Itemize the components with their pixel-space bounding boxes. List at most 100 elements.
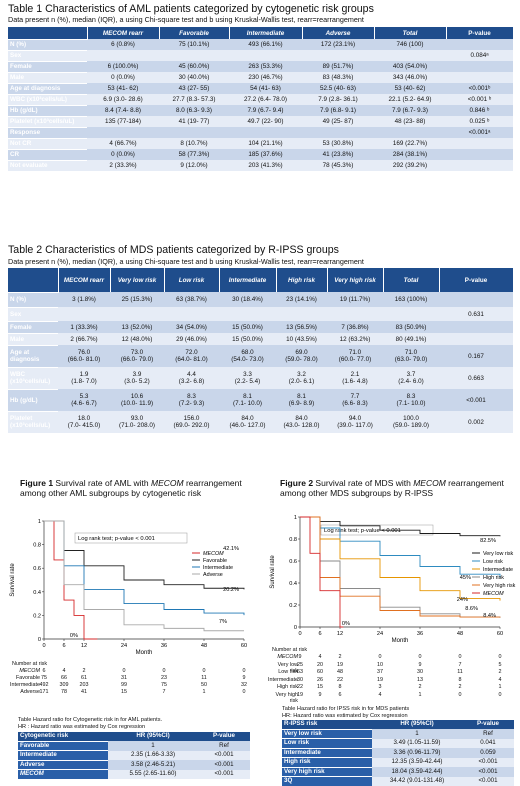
figure1-title: Figure 1 Survival rate of AML with MECOM…: [20, 478, 242, 498]
figure2-title: Figure 2 Survival rate of MDS with MECOM…: [280, 478, 504, 498]
risk-value: 41: [81, 689, 87, 695]
table1-cell: 54 (41- 63): [229, 83, 302, 94]
table2-cell: 0.631: [439, 307, 513, 321]
table1-cell: 48 (23- 88): [374, 116, 446, 127]
hr1-caption: Table Hazard ratio for Cytogenetic risk …: [18, 717, 163, 730]
table1-cell: 0.084ᵃ: [446, 50, 513, 61]
table2-cell: [276, 307, 327, 321]
table1-row-label: CR: [8, 148, 87, 160]
x-tick-label: 48: [457, 631, 463, 637]
table2-cell: [439, 321, 513, 333]
risk-value: 48: [337, 669, 343, 675]
table1-cell: 203 (41.3%): [229, 160, 302, 171]
risk-row-label: Adverse: [20, 689, 40, 695]
risk-value: 309: [59, 682, 69, 688]
hr2-p-cell: 0.059: [462, 748, 514, 758]
table1-cell: [446, 39, 513, 50]
table2-cell: 156.0 (69.0- 292.0): [164, 411, 219, 433]
x-tick-label: 12: [337, 631, 343, 637]
risk-value: 8: [458, 676, 462, 683]
table1-cell: 43 (27- 55): [159, 83, 229, 94]
y-axis-label: Survival rate: [10, 563, 16, 597]
x-axis-label: Month: [136, 650, 153, 656]
hr2-row: Very high risk 18.04 (3.59-42.44) <0.001: [282, 766, 514, 777]
hr1-row: Adverse 3.58 (2.46-5.21) <0.001: [18, 759, 250, 770]
legend-entry: Intermediate: [483, 567, 513, 573]
risk-value: 7: [458, 661, 462, 668]
risk-value: 15: [121, 689, 127, 695]
table1-cell: 172 (23.1%): [302, 39, 374, 50]
hr2-hr-cell: 18.04 (3.59-42.44): [372, 767, 462, 777]
risk-value: 4: [378, 691, 382, 698]
table1-row: CR 0 (0.0%) 58 (77.3%) 185 (37.6%) 41 (23.8%…: [8, 148, 513, 160]
table2-row: Female 1 (33.3%) 13 (52.0%) 34 (54.0%) 15 (5…: [8, 320, 513, 333]
table1-row-label: Not CR: [8, 137, 87, 149]
x-tick-label: 0: [298, 631, 301, 637]
hr1-row: Intermediate 2.35 (1.66-3.33) <0.001: [18, 750, 250, 760]
table2-cell: 2.1 (1.6- 4.8): [327, 367, 383, 389]
table1-col-header: Favorable: [159, 27, 230, 39]
x-tick-label: 6: [318, 631, 321, 637]
hr2-row-label: High risk: [282, 757, 372, 767]
table1-cell: 4 (66.7%): [87, 138, 159, 149]
table2-cell: 1 (33.3%): [58, 321, 110, 333]
risk-value: 61: [81, 675, 87, 681]
y-tick-label: 0.4: [33, 590, 41, 596]
table2-cell: 71.0 (60.0- 77.0): [327, 345, 383, 367]
table2-cell: 10.6 (10.0- 11.9): [110, 389, 164, 411]
legend-entry: Adverse: [203, 572, 223, 578]
risk-value: 1: [202, 689, 206, 695]
table1-cell: 403 (54.0%): [374, 61, 446, 72]
risk-value: 99: [121, 682, 127, 688]
table2-cell: [327, 307, 383, 321]
table2-col-header: Intermediate: [219, 268, 277, 292]
table1-row: WBC (x10³cells/uL) 6.9 (3.0- 28.6) 27.7 (8…: [8, 93, 513, 105]
logrank-text: Log rank test; p-value < 0.001: [78, 536, 155, 542]
table1-col-header: P-value: [446, 27, 514, 39]
legend-entry: Intermediate: [203, 565, 233, 571]
x-tick-label: 12: [81, 643, 87, 649]
hr2-row: Low risk 3.49 (1.05-11.59) 0.041: [282, 738, 514, 748]
risk-value: 60: [317, 669, 323, 675]
table1-row-label: Platelet (x10³cells/uL): [8, 115, 87, 127]
risk-value: 25: [297, 661, 303, 668]
table1-cell: 7.9 (6.7- 9.4): [229, 105, 302, 116]
table2-col-header: Total: [383, 268, 440, 292]
hr2-row: High risk 12.35 (3.59-42.44) <0.001: [282, 757, 514, 767]
hr1-row: Favorable 1 Ref: [18, 740, 250, 751]
end-label: 82.5%: [480, 538, 496, 544]
risk-value: 6: [338, 691, 342, 698]
table2-cell: 8.3 (7.1- 10.0): [383, 389, 439, 411]
hr1-col-header: Cytogenetic risk: [18, 732, 108, 741]
hr2-row: Intermediate 3.36 (0.96-11.79) 0.059: [282, 747, 514, 758]
table2-cell: 93.0 (71.0- 208.0): [110, 411, 164, 433]
table1: MECOM rearr Favorable Intermediate Adverse T…: [8, 27, 514, 171]
table2-cell: 3 (1.8%): [58, 292, 110, 307]
risk-value: 8: [338, 684, 342, 690]
table1-cell: 8.0 (6.3- 9.3): [159, 105, 229, 116]
end-label: 8.6%: [465, 606, 478, 612]
risk-value: 0: [498, 691, 502, 698]
risk-value: 1: [498, 684, 502, 690]
table1-header-row: MECOM rearr Favorable Intermediate Adverse T…: [8, 27, 514, 39]
table2-cell: 15 (50.0%): [219, 321, 276, 333]
table2-cell: 84.0 (46.0- 127.0): [219, 411, 276, 433]
x-tick-label: 0: [42, 643, 45, 649]
x-tick-label: 60: [497, 631, 503, 637]
table2-cell: 34 (54.0%): [164, 321, 219, 333]
table2-cell: [439, 333, 513, 345]
hr2-p-cell: <0.001: [462, 757, 514, 767]
end-label: 0%: [342, 621, 350, 627]
end-label: 24%: [457, 597, 468, 603]
table2-col-header: [8, 268, 59, 292]
table1-cell: [302, 50, 374, 61]
risk-value: 22: [337, 676, 343, 683]
table1-cell: 7.9 (2.8- 36.1): [302, 94, 374, 105]
table1-cell: 185 (37.6%): [229, 149, 302, 160]
table1-cell: 22.1 (5.2- 64.9): [374, 94, 446, 105]
table2-row: Platelet (x10³cells/uL) 18.0 (7.0- 415.0)…: [8, 410, 513, 433]
table1-cell: 2 (33.3%): [87, 160, 159, 171]
risk-value: 0: [242, 689, 246, 695]
hr2-row-label: Very high risk: [282, 766, 372, 777]
x-tick-label: 6: [62, 643, 65, 649]
